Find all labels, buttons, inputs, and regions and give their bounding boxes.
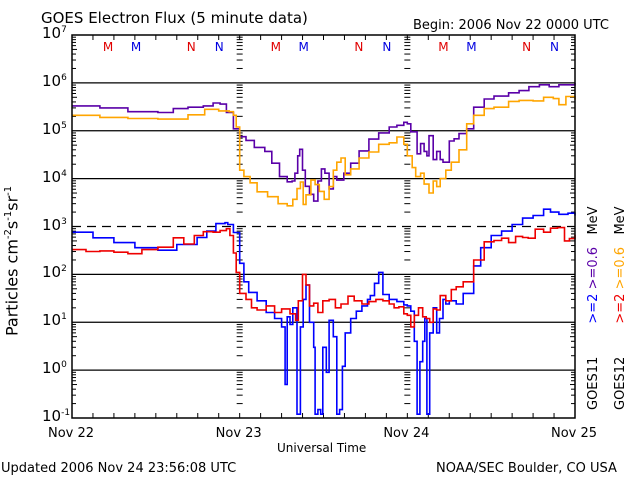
y-tick-exponent: 7 <box>61 25 67 35</box>
x-tick-label: Nov 25 <box>551 426 598 441</box>
legend-goes12-unit: MeV <box>613 206 628 235</box>
orbit-marker-m: M <box>270 40 281 54</box>
legend-goes11-high: >=0.6 <box>586 246 601 290</box>
legend-goes12-high: >=0.6 <box>613 246 628 290</box>
source-credit: NOAA/SEC Boulder, CO USA <box>436 461 617 476</box>
orbit-marker-n: N <box>354 40 364 54</box>
orbit-marker-m: M <box>130 40 142 54</box>
y-tick-label: 105 <box>42 119 67 138</box>
y-tick-base: 10 <box>42 407 62 425</box>
updated-timestamp: Updated 2006 Nov 24 23:56:08 UTC <box>1 461 237 476</box>
legend-goes11-satellite: GOES11 <box>586 356 601 410</box>
y-tick-label: 102 <box>42 265 67 280</box>
legend-goes12: GOES12 >=2 >=0.6 MeV <box>613 206 628 410</box>
y-tick-base: 10 <box>42 215 62 234</box>
legend-goes12-low: >=2 <box>613 293 628 324</box>
legend-goes11-low: >=2 <box>586 293 601 324</box>
y-tick-exponent: -1 <box>61 408 71 418</box>
y-tick-base: 10 <box>42 24 62 42</box>
orbit-marker-n: N <box>382 40 392 54</box>
y-tick-exponent: 4 <box>61 168 67 179</box>
y-tick-base: 10 <box>42 167 62 186</box>
orbit-marker-m: M <box>438 40 449 54</box>
orbit-marker-n: N <box>186 40 196 54</box>
y-tick-label: 101 <box>42 313 67 328</box>
y-tick-exponent: 1 <box>61 312 67 323</box>
chart-title: GOES Electron Flux (5 minute data) <box>41 9 308 27</box>
begin-time: Begin: 2006 Nov 22 0000 UTC <box>413 18 609 33</box>
grid-lines <box>72 82 575 371</box>
y-tick-base: 10 <box>42 359 62 378</box>
orbit-marker-n: N <box>214 40 224 54</box>
y-tick-label: 103 <box>42 215 67 234</box>
series-lines <box>72 82 576 415</box>
series-line-goes12-0-6-mev <box>72 95 576 207</box>
orbit-marker-m: M <box>102 40 114 54</box>
x-tick-label: Nov 23 <box>215 426 262 441</box>
series-line-goes11-2-mev <box>72 208 576 415</box>
y-tick-base: 10 <box>42 263 62 282</box>
y-tick-exponent: 6 <box>61 72 67 83</box>
y-tick-label: 100 <box>42 361 67 376</box>
y-tick-base: 10 <box>42 311 62 330</box>
y-tick-label: 104 <box>42 167 67 186</box>
y-tick-label: 106 <box>42 71 67 90</box>
x-tick-label: Nov 22 <box>48 426 95 441</box>
x-axis-label: Universal Time <box>277 441 367 455</box>
legend-goes11-unit: MeV <box>586 206 601 235</box>
x-tick-label: Nov 24 <box>383 426 430 441</box>
orbit-marker-m: M <box>298 40 309 54</box>
y-tick-label: 107 <box>42 26 67 41</box>
y-tick-exponent: 2 <box>61 264 67 275</box>
series-line-goes12-2-mev <box>72 226 576 328</box>
orbit-marker-n: N <box>522 40 532 54</box>
orbit-marker-n: N <box>550 40 560 54</box>
y-tick-base: 10 <box>42 71 62 90</box>
orbit-marker-m: M <box>466 40 477 54</box>
legend-goes11: GOES11 >=2 >=0.6 MeV <box>586 206 601 410</box>
legend-goes12-satellite: GOES12 <box>613 356 628 410</box>
y-tick-exponent: 3 <box>61 216 67 227</box>
y-tick-exponent: 0 <box>61 360 67 371</box>
y-tick-exponent: 5 <box>61 120 67 131</box>
plot-frame <box>71 34 576 419</box>
y-tick-label: 10-1 <box>42 409 70 424</box>
series-line-goes11-0-6-mev <box>72 82 576 202</box>
y-tick-base: 10 <box>42 119 62 138</box>
